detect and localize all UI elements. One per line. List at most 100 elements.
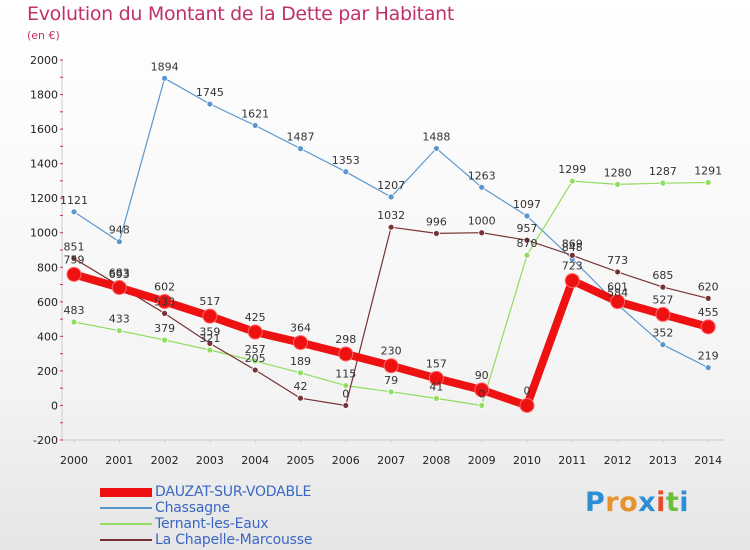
data-label: 1280 (604, 166, 632, 179)
series-point (614, 180, 621, 188)
series-point (111, 279, 127, 295)
legend-label: Ternant-les-Eaux (155, 516, 269, 532)
x-tick-label: 2003 (196, 454, 224, 467)
data-label: 1000 (468, 215, 496, 228)
series-point (342, 402, 350, 409)
series-point (70, 255, 78, 262)
legend-label: DAUZAT-SUR-VODABLE (155, 484, 312, 500)
series-point (568, 177, 576, 185)
data-label: 0 (478, 387, 485, 400)
series-point (342, 168, 350, 176)
data-label: 1487 (287, 131, 315, 144)
data-label: 90 (475, 369, 489, 382)
data-label: 759 (64, 253, 85, 266)
data-label: 1488 (422, 130, 450, 143)
data-label: 1291 (694, 164, 722, 177)
data-label: 230 (381, 345, 402, 358)
data-label: 527 (652, 293, 673, 306)
data-label: 352 (652, 327, 673, 340)
series-point (478, 402, 486, 409)
data-label: 683 (109, 266, 130, 279)
data-label: 1894 (151, 60, 179, 73)
legend-swatch-ternant (100, 523, 152, 525)
legend-label: Chassagne (155, 500, 230, 516)
series-point (523, 251, 531, 259)
series-point (66, 266, 82, 282)
series-point (338, 346, 354, 362)
series-point (247, 324, 263, 340)
series-point (387, 223, 395, 231)
series-point (161, 74, 169, 82)
y-tick-label: 600 (37, 296, 58, 309)
data-label: 379 (154, 322, 175, 335)
data-label: 1745 (196, 86, 224, 99)
logo-letter: i (679, 487, 690, 518)
series-point (293, 335, 308, 351)
data-label: 1621 (241, 107, 269, 120)
data-label: 433 (109, 313, 130, 326)
y-tick-label: -200 (33, 434, 58, 447)
series-point (157, 293, 173, 309)
chart-title: Evolution du Montant de la Dette par Hab… (27, 3, 455, 25)
x-tick-label: 2012 (604, 454, 632, 467)
series-point (614, 268, 621, 276)
y-tick-label: 1400 (30, 158, 58, 171)
data-label: 870 (517, 237, 538, 250)
proxiti-logo: Proxiti (585, 487, 689, 518)
x-tick-label: 2005 (287, 454, 315, 467)
series-point (432, 394, 440, 402)
data-label: 848 (562, 241, 583, 254)
x-tick-label: 2010 (513, 454, 541, 467)
legend-swatch-chassagne (100, 507, 152, 509)
y-tick-label: 1800 (30, 89, 58, 102)
data-label: 1263 (468, 169, 496, 182)
data-label: 1353 (332, 154, 360, 167)
x-tick-label: 2002 (151, 454, 179, 467)
y-tick-label: 400 (37, 330, 58, 343)
x-tick-label: 2004 (241, 454, 269, 467)
data-label: 359 (199, 325, 220, 338)
series-point (387, 193, 395, 201)
series-point (115, 327, 123, 335)
series-point (704, 294, 712, 302)
data-label: 869 (562, 237, 583, 250)
x-tick-label: 2000 (60, 454, 88, 467)
series-point (704, 364, 712, 372)
data-label: 219 (698, 350, 719, 363)
logo-letter: P (585, 487, 606, 518)
data-label: 584 (607, 287, 628, 300)
data-label: 257 (245, 343, 266, 356)
data-label: 1121 (60, 194, 88, 207)
series-point (206, 100, 214, 108)
series-point (432, 145, 440, 152)
series-point (202, 308, 218, 324)
x-tick-label: 2006 (332, 454, 360, 467)
data-label: 1299 (558, 163, 586, 176)
series-point (70, 208, 78, 216)
series-point (297, 394, 304, 402)
logo-letter: o (619, 487, 639, 518)
data-label: 948 (109, 224, 130, 237)
y-tick-label: 1200 (30, 192, 58, 205)
series-point (564, 273, 580, 289)
legend-label: La Chapelle-Marcousse (155, 532, 313, 548)
series-point (342, 382, 350, 389)
series-point (251, 357, 259, 365)
data-label: 1207 (377, 179, 405, 192)
logo-letter: r (605, 487, 620, 518)
y-tick-label: 0 (51, 399, 58, 412)
chart-subtitle: (en €) (27, 29, 60, 42)
series-point (432, 230, 440, 237)
series-point (568, 251, 576, 259)
data-label: 693 (109, 268, 130, 281)
legend-swatch-dauzat (100, 488, 152, 497)
series-point (478, 229, 486, 237)
data-label: 79 (384, 374, 398, 387)
data-label: 601 (607, 281, 628, 294)
data-label: 1097 (513, 198, 541, 211)
x-tick-label: 2013 (649, 454, 677, 467)
data-label: 1287 (649, 165, 677, 178)
series-point (387, 388, 395, 396)
series-point (70, 318, 78, 326)
logo-letter: t (665, 487, 680, 518)
